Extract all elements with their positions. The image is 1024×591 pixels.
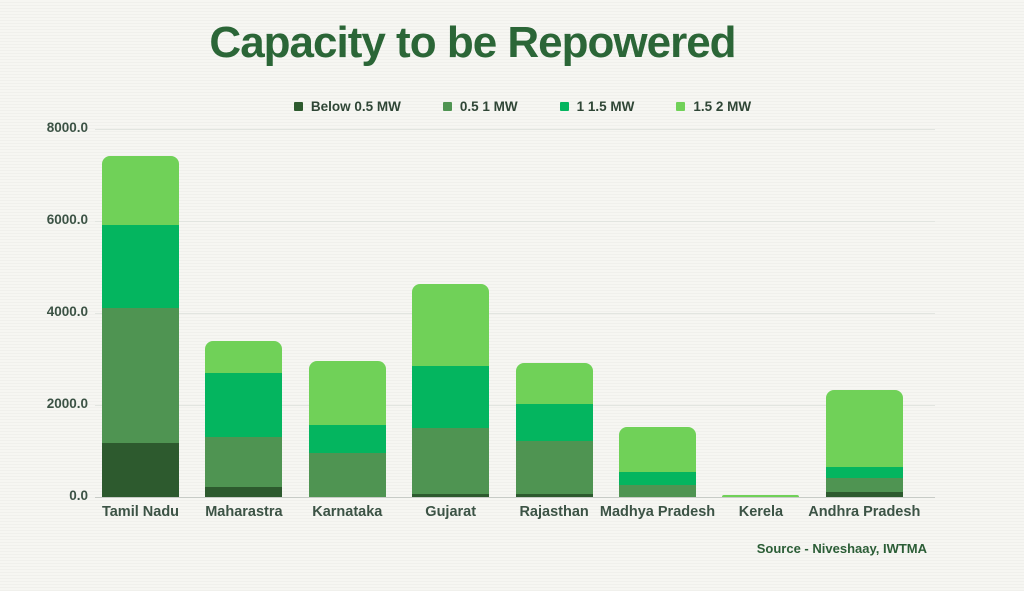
legend: Below 0.5 MW 0.5 1 MW 1 1.5 MW 1.5 2 MW xyxy=(0,99,1024,114)
bar-segment xyxy=(825,389,903,468)
x-label-madhya-pradesh: Madhya Pradesh xyxy=(599,504,716,520)
bar-segment xyxy=(412,284,490,366)
x-label-maharastra: Maharastra xyxy=(205,504,283,520)
gridline-4000 xyxy=(95,313,935,314)
gridline-2000 xyxy=(95,405,935,406)
gridline-6000 xyxy=(95,221,935,222)
x-label-kerela: Kerela xyxy=(738,504,784,520)
chart-title: Capacity to be Repowered xyxy=(209,18,736,67)
bar-segment xyxy=(515,363,593,405)
legend-swatch-icon xyxy=(293,102,303,111)
bar-segment xyxy=(619,471,696,486)
y-tick-label: 6000.0 xyxy=(46,212,88,227)
x-label-andhra-pradesh: Andhra Pradesh xyxy=(808,504,921,520)
y-tick-label: 0.0 xyxy=(69,488,88,503)
bar-segment xyxy=(205,486,283,497)
x-label-tamil-nadu: Tamil Nadu xyxy=(101,504,180,520)
legend-item: 1 1.5 MW xyxy=(559,99,635,114)
bar-segment xyxy=(412,428,490,494)
bar-segment xyxy=(515,404,593,441)
y-tick-label: 4000.0 xyxy=(46,304,88,319)
bar-segment xyxy=(205,372,283,438)
bar-madhya-pradesh xyxy=(619,427,696,497)
x-label-gujarat: Gujarat xyxy=(425,504,477,520)
source-note: Source - Niveshaay, IWTMA xyxy=(756,541,927,556)
bar-segment xyxy=(205,341,283,373)
plot-area xyxy=(95,129,935,498)
legend-label: 0.5 1 MW xyxy=(459,99,518,114)
bar-segment xyxy=(102,308,179,444)
bar-karnataka xyxy=(308,360,386,497)
bar-maharastra xyxy=(205,341,283,497)
legend-item: 1.5 2 MW xyxy=(676,99,751,114)
legend-swatch-icon xyxy=(442,102,452,111)
legend-label: 1 1.5 MW xyxy=(576,99,635,114)
bar-segment xyxy=(308,452,386,497)
bar-segment xyxy=(102,225,179,309)
bar-segment xyxy=(619,427,696,472)
bar-segment xyxy=(308,360,386,425)
bar-segment xyxy=(825,492,903,497)
bar-segment xyxy=(515,440,593,495)
legend-swatch-icon xyxy=(676,102,686,111)
gridline-8000 xyxy=(95,129,935,130)
legend-label: Below 0.5 MW xyxy=(310,99,401,114)
x-axis-line xyxy=(95,496,935,498)
bar-segment xyxy=(619,485,696,497)
legend-swatch-icon xyxy=(559,102,569,111)
bar-tamil-nadu xyxy=(102,156,179,497)
x-label-rajasthan: Rajasthan xyxy=(519,504,589,520)
bar-segment xyxy=(825,467,903,479)
bar-andhra-pradesh xyxy=(825,389,903,497)
bar-kerela xyxy=(722,495,800,497)
bar-segment xyxy=(825,478,903,493)
y-tick-label: 2000.0 xyxy=(46,396,88,411)
bar-segment xyxy=(515,494,593,497)
bar-segment xyxy=(722,495,800,497)
y-tick-label: 8000.0 xyxy=(46,120,88,135)
bar-segment xyxy=(412,493,490,497)
legend-item: Below 0.5 MW xyxy=(293,99,401,114)
bar-segment xyxy=(412,365,490,428)
x-label-karnataka: Karnataka xyxy=(312,504,383,520)
legend-label: 1.5 2 MW xyxy=(693,99,752,114)
legend-item: 0.5 1 MW xyxy=(442,99,518,114)
bar-segment xyxy=(205,437,283,487)
bar-rajasthan xyxy=(515,363,593,497)
bar-segment xyxy=(102,156,179,226)
bar-segment xyxy=(102,443,179,497)
bar-segment xyxy=(308,424,386,453)
bar-gujarat xyxy=(412,284,490,497)
